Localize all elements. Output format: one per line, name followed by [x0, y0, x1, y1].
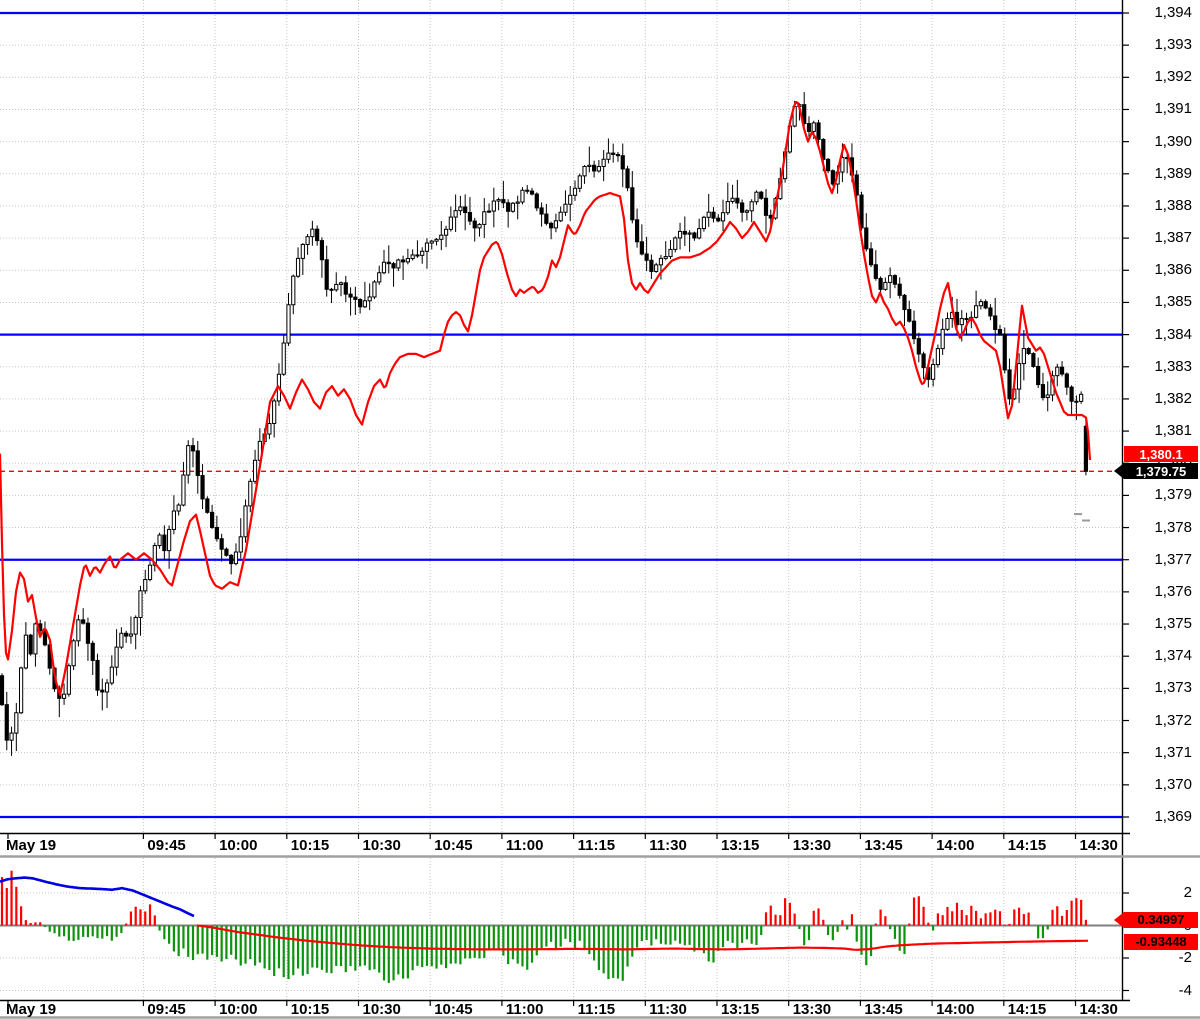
price-axis-label: 1,384 — [1154, 325, 1192, 343]
time-axis-label: 10:15 — [290, 837, 330, 854]
indicator-axis-label: -2 — [1178, 949, 1192, 966]
price-axis-label: 1,394 — [1154, 4, 1192, 21]
left-arrow-icon — [1114, 463, 1124, 480]
price-axis-label: 1,372 — [1154, 711, 1192, 729]
time-axis-label: 10:45 — [434, 837, 473, 854]
price-axis-label: 1,381 — [1154, 422, 1192, 440]
time-axis-label: 14:15 — [1007, 1001, 1047, 1018]
time-axis-label: 13:15 — [721, 1001, 760, 1018]
price-axis-label: 1,387 — [1154, 229, 1192, 247]
time-axis-label: 09:45 — [147, 837, 186, 854]
time-axis-label: 14:15 — [1007, 837, 1047, 854]
price-axis-label: 1,386 — [1154, 261, 1192, 279]
price-axis-label: 1,373 — [1154, 679, 1192, 697]
price-axis-label: 1,370 — [1154, 775, 1192, 793]
time-axis-label: 11:15 — [577, 1001, 616, 1018]
price-axis-label: 1,369 — [1154, 808, 1192, 825]
price-axis-label: 1,385 — [1154, 293, 1192, 311]
time-axis-label: 13:30 — [792, 1001, 832, 1018]
indicator-axis-label: -4 — [1178, 981, 1192, 999]
indicator-axis-label: 2 — [1183, 884, 1192, 901]
candlesticks — [0, 92, 1089, 756]
gridlines — [0, 0, 1122, 1000]
date-label: May 19 — [6, 1001, 57, 1018]
time-axis-label: 10:30 — [362, 1001, 401, 1018]
time-axis-label: 10:15 — [290, 1001, 330, 1018]
time-axis-label: 13:30 — [792, 837, 832, 854]
time-axis-label: 09:45 — [147, 1001, 186, 1018]
time-axis-label: 11:30 — [649, 837, 687, 854]
price-axis-label: 1,375 — [1154, 615, 1192, 633]
last-price-badge: 1,379.75 — [1114, 463, 1198, 480]
date-label: May 19 — [6, 837, 57, 854]
price-axis-label: 1,377 — [1154, 550, 1192, 568]
time-axis-label: 10:30 — [362, 837, 401, 854]
price-axis-label: 1,376 — [1154, 582, 1192, 600]
time-axis-label: 13:45 — [864, 837, 903, 854]
price-axis-label: 1,393 — [1154, 36, 1192, 54]
time-axis-label: 11:30 — [649, 1001, 687, 1018]
time-axis-label: 14:00 — [936, 1001, 975, 1018]
time-axis-label: 10:00 — [219, 1001, 258, 1018]
price-axis-label: 1,382 — [1154, 389, 1192, 407]
spread-histogram — [0, 870, 1088, 983]
time-axis-label: 11:00 — [505, 837, 544, 854]
price-axis-label: 1,374 — [1154, 647, 1192, 665]
main-price-panel — [0, 11, 1122, 819]
time-axis-label: 10:45 — [434, 1001, 473, 1018]
time-axis-label: 14:30 — [1079, 1001, 1118, 1018]
overlay-price-value: 1,380.1 — [1139, 446, 1183, 462]
price-axis-label: 1,390 — [1154, 132, 1192, 150]
left-arrow-icon — [1114, 911, 1124, 928]
time-axis-label: 13:15 — [721, 837, 760, 854]
price-axis-label: 1,383 — [1154, 357, 1192, 375]
spread-ma-value: -0.93448 — [1135, 934, 1187, 950]
spread-panel — [0, 870, 1122, 983]
spread-value: 0.34997 — [1137, 912, 1185, 928]
time-axis-label: 10:00 — [219, 837, 258, 854]
price-axis-label: 1,371 — [1154, 743, 1192, 761]
time-axis-label: 13:45 — [864, 1001, 903, 1018]
time-axis-label: 14:30 — [1079, 837, 1118, 854]
time-axis-label: 11:15 — [577, 837, 616, 854]
price-axis-label: 1,378 — [1154, 518, 1192, 536]
price-axis-label: 1,388 — [1154, 196, 1192, 214]
spread-value-badge: 0.34997 — [1114, 911, 1198, 928]
overlay-instrument-line — [0, 100, 1092, 696]
time-axis-label: 11:00 — [505, 1001, 544, 1018]
overlay-line-price-badge: 1,380.1 — [1124, 446, 1198, 462]
time-axis-label: 14:00 — [936, 837, 975, 854]
price-axis-label: 1,391 — [1154, 100, 1192, 118]
spread-ma-value-badge: -0.93448 — [1124, 933, 1198, 950]
spread-ma-blue-line — [0, 876, 195, 918]
spread-ma-red-line — [196, 924, 1089, 951]
price-axis-label: 1,379 — [1154, 486, 1192, 504]
price-axis-label: 1,389 — [1154, 164, 1192, 182]
price-axis-label: 1,392 — [1154, 68, 1192, 86]
last-price-value: 1,379.75 — [1135, 463, 1187, 479]
